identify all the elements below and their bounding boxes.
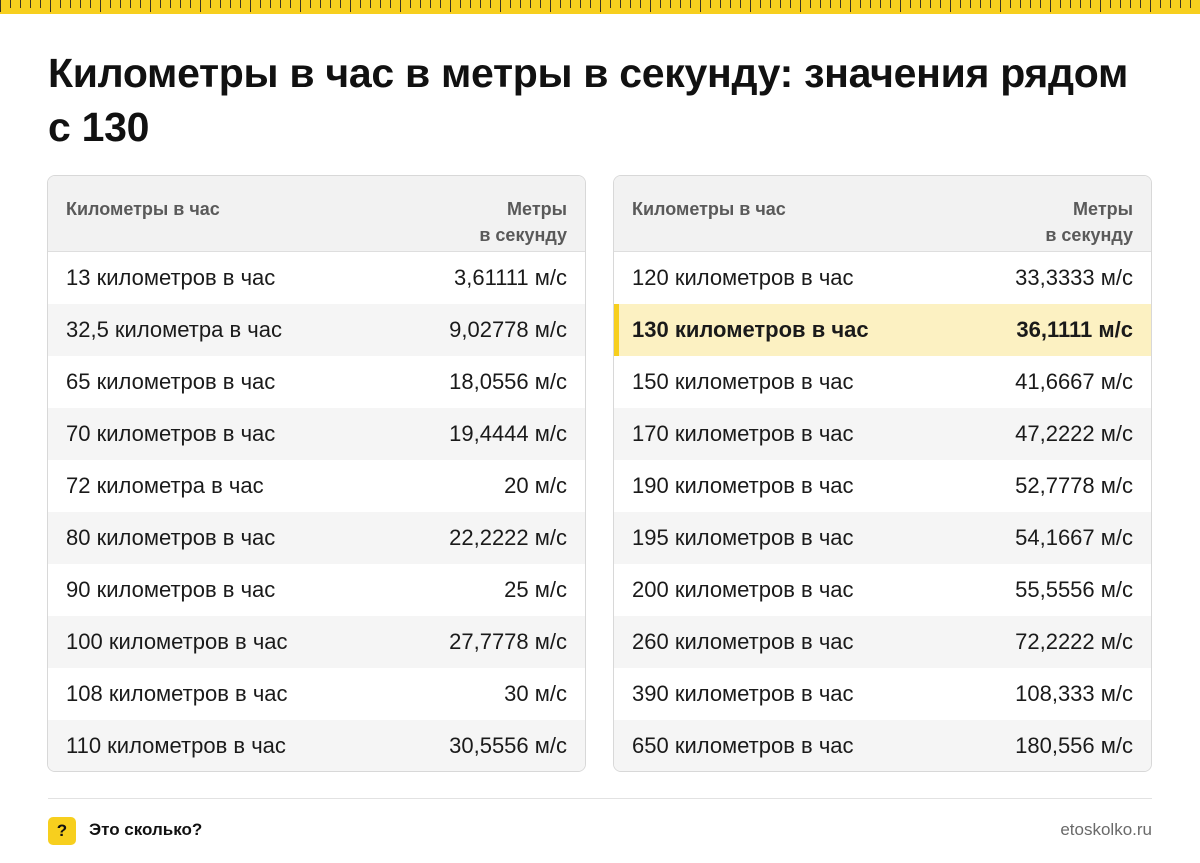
- column-header-ms: Метры в секунду: [479, 199, 567, 245]
- cell-kmh: 90 километров в час: [66, 577, 276, 602]
- cell-kmh: 390 километров в час: [632, 681, 854, 706]
- footer-divider: [48, 798, 1152, 799]
- cell-ms: 47,2222 м/с: [1015, 421, 1133, 446]
- table-row[interactable]: 100 километров в час 27,7778 м/с: [48, 616, 585, 668]
- table-row[interactable]: 200 километров в час 55,5556 м/с: [614, 564, 1151, 616]
- cell-ms: 3,61111 м/с: [454, 265, 567, 290]
- conversion-table-left: Километры в час Метры в секунду 13 килом…: [47, 175, 586, 772]
- cell-ms: 72,2222 м/с: [1015, 629, 1133, 654]
- cell-ms: 27,7778 м/с: [449, 629, 567, 654]
- cell-kmh: 100 километров в час: [66, 629, 288, 654]
- column-header-ms: Метры в секунду: [1045, 199, 1133, 245]
- cell-ms: 36,1111 м/с: [1016, 317, 1133, 342]
- cell-kmh: 65 километров в час: [66, 369, 276, 394]
- table-row[interactable]: 150 километров в час 41,6667 м/с: [614, 356, 1151, 408]
- table-row[interactable]: 65 километров в час 18,0556 м/с: [48, 356, 585, 408]
- table-row[interactable]: 90 километров в час 25 м/с: [48, 564, 585, 616]
- cell-ms: 41,6667 м/с: [1015, 369, 1133, 394]
- cell-kmh: 150 километров в час: [632, 369, 854, 394]
- table-row[interactable]: 80 километров в час 22,2222 м/с: [48, 512, 585, 564]
- cell-kmh: 190 километров в час: [632, 473, 854, 498]
- brand-name: Это сколько?: [89, 820, 203, 839]
- cell-kmh: 108 километров в час: [66, 681, 288, 706]
- conversion-table-right: Километры в час Метры в секунду 120 кило…: [613, 175, 1152, 772]
- table-row[interactable]: 170 километров в час 47,2222 м/с: [614, 408, 1151, 460]
- cell-ms: 52,7778 м/с: [1015, 473, 1133, 498]
- cell-ms: 19,4444 м/с: [449, 421, 567, 446]
- cell-ms: 30 м/с: [504, 681, 567, 706]
- cell-kmh: 170 километров в час: [632, 421, 854, 446]
- cell-ms: 22,2222 м/с: [449, 525, 567, 550]
- ruler-decoration: [0, 0, 1200, 14]
- cell-kmh: 650 километров в час: [632, 733, 854, 758]
- table-row[interactable]: 190 километров в час 52,7778 м/с: [614, 460, 1151, 512]
- cell-kmh: 13 километров в час: [66, 265, 276, 290]
- cell-ms: 55,5556 м/с: [1015, 577, 1133, 602]
- cell-kmh: 130 километров в час: [632, 317, 869, 342]
- cell-ms: 108,333 м/с: [1015, 681, 1133, 706]
- table-row[interactable]: 390 километров в час 108,333 м/с: [614, 668, 1151, 720]
- cell-kmh: 70 километров в час: [66, 421, 276, 446]
- cell-kmh: 110 километров в час: [66, 733, 286, 758]
- cell-kmh: 260 километров в час: [632, 629, 854, 654]
- cell-ms: 180,556 м/с: [1015, 733, 1133, 758]
- cell-kmh: 200 километров в час: [632, 577, 854, 602]
- site-link[interactable]: etoskolko.ru: [1060, 820, 1152, 839]
- cell-ms: 25 м/с: [504, 577, 567, 602]
- table-row[interactable]: 195 километров в час 54,1667 м/с: [614, 512, 1151, 564]
- question-mark-icon: ?: [48, 817, 76, 845]
- table-row[interactable]: 70 километров в час 19,4444 м/с: [48, 408, 585, 460]
- cell-kmh: 80 километров в час: [66, 525, 276, 550]
- cell-kmh: 32,5 километра в час: [66, 317, 282, 342]
- table-body-right: 120 километров в час 33,3333 м/с 130 килом…: [614, 252, 1151, 771]
- table-header: Километры в час Метры в секунду: [614, 176, 1151, 252]
- table-header: Километры в час Метры в секунду: [48, 176, 585, 252]
- page-title: Километры в час в метры в секунду: значе…: [48, 50, 1128, 150]
- table-row[interactable]: 110 километров в час 30,5556 м/с: [48, 720, 585, 771]
- table-row[interactable]: 108 километров в час 30 м/с: [48, 668, 585, 720]
- cell-ms: 20 м/с: [504, 473, 567, 498]
- cell-kmh: 195 километров в час: [632, 525, 854, 550]
- cell-ms: 30,5556 м/с: [449, 733, 567, 758]
- cell-kmh: 72 километра в час: [66, 473, 264, 498]
- table-row[interactable]: 120 километров в час 33,3333 м/с: [614, 252, 1151, 304]
- table-row[interactable]: 32,5 километра в час 9,02778 м/с: [48, 304, 585, 356]
- cell-ms: 54,1667 м/с: [1015, 525, 1133, 550]
- table-row[interactable]: 13 километров в час 3,61111 м/с: [48, 252, 585, 304]
- cell-ms: 18,0556 м/с: [449, 369, 567, 394]
- cell-ms: 9,02778 м/с: [449, 317, 567, 342]
- table-row[interactable]: 650 километров в час 180,556 м/с: [614, 720, 1151, 771]
- column-header-kmh: Километры в час: [66, 199, 220, 219]
- table-row[interactable]: 72 километра в час 20 м/с: [48, 460, 585, 512]
- cell-ms: 33,3333 м/с: [1015, 265, 1133, 290]
- cell-kmh: 120 километров в час: [632, 265, 854, 290]
- column-header-kmh: Километры в час: [632, 199, 786, 219]
- table-row-highlighted[interactable]: 130 километров в час 36,1111 м/с: [614, 304, 1151, 356]
- table-row[interactable]: 260 километров в час 72,2222 м/с: [614, 616, 1151, 668]
- table-body-left: 13 километров в час 3,61111 м/с 32,5 килом…: [48, 252, 585, 771]
